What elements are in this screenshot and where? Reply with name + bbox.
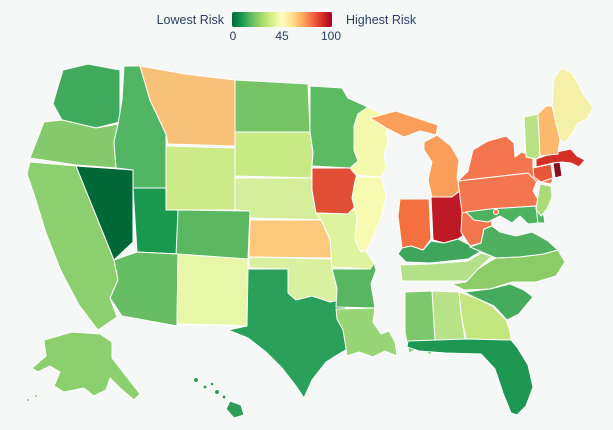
state-new-mexico[interactable] — [176, 253, 249, 327]
legend-tick-mid: 45 — [275, 29, 289, 43]
legend-tick-min: 0 — [229, 29, 237, 43]
state-indiana[interactable] — [397, 198, 432, 251]
legend-tick-max: 100 — [320, 29, 342, 43]
state-wisconsin[interactable] — [349, 106, 389, 178]
state-illinois[interactable] — [351, 176, 387, 253]
legend-lowest-risk-label: Lowest Risk — [156, 13, 224, 27]
state-new-york[interactable] — [457, 135, 554, 185]
state-hawaii-island[interactable] — [214, 389, 220, 395]
state-vermont[interactable] — [523, 113, 541, 160]
state-maine[interactable] — [551, 67, 594, 144]
state-maryland[interactable] — [465, 205, 539, 225]
state-michigan-lower[interactable] — [423, 134, 462, 198]
state-arizona[interactable] — [109, 251, 179, 327]
state-florida[interactable] — [406, 338, 534, 416]
state-nevada[interactable] — [75, 165, 134, 261]
state-kentucky[interactable] — [397, 238, 482, 264]
state-north-dakota[interactable] — [234, 79, 311, 133]
state-south-dakota[interactable] — [234, 131, 314, 179]
state-colorado[interactable] — [175, 209, 251, 260]
state-hawaii-island[interactable] — [209, 381, 215, 387]
state-massachusetts[interactable] — [535, 148, 586, 168]
state-district-of-columbia[interactable] — [493, 209, 499, 215]
state-alaska[interactable] — [31, 331, 141, 401]
state-alaska-aleutian-island[interactable] — [34, 394, 38, 398]
state-washington[interactable] — [52, 63, 121, 129]
state-hawaii-island[interactable] — [193, 377, 199, 383]
state-kansas[interactable] — [248, 219, 334, 259]
state-texas[interactable] — [227, 268, 359, 399]
state-arkansas[interactable] — [331, 262, 377, 309]
state-louisiana[interactable] — [335, 307, 398, 358]
state-oregon[interactable] — [29, 119, 119, 169]
state-rhode-island[interactable] — [552, 161, 563, 179]
state-alaska-aleutian-island[interactable] — [26, 398, 30, 402]
state-wyoming[interactable] — [165, 145, 236, 211]
state-new-jersey[interactable] — [535, 183, 553, 217]
state-hawaii-big-island[interactable] — [225, 400, 245, 419]
legend-gradient-colorbar — [232, 12, 332, 27]
state-montana[interactable] — [139, 65, 236, 147]
state-hawaii-island[interactable] — [221, 394, 227, 400]
legend-highest-risk-label: Highest Risk — [346, 13, 417, 27]
state-hawaii-island[interactable] — [202, 384, 208, 390]
